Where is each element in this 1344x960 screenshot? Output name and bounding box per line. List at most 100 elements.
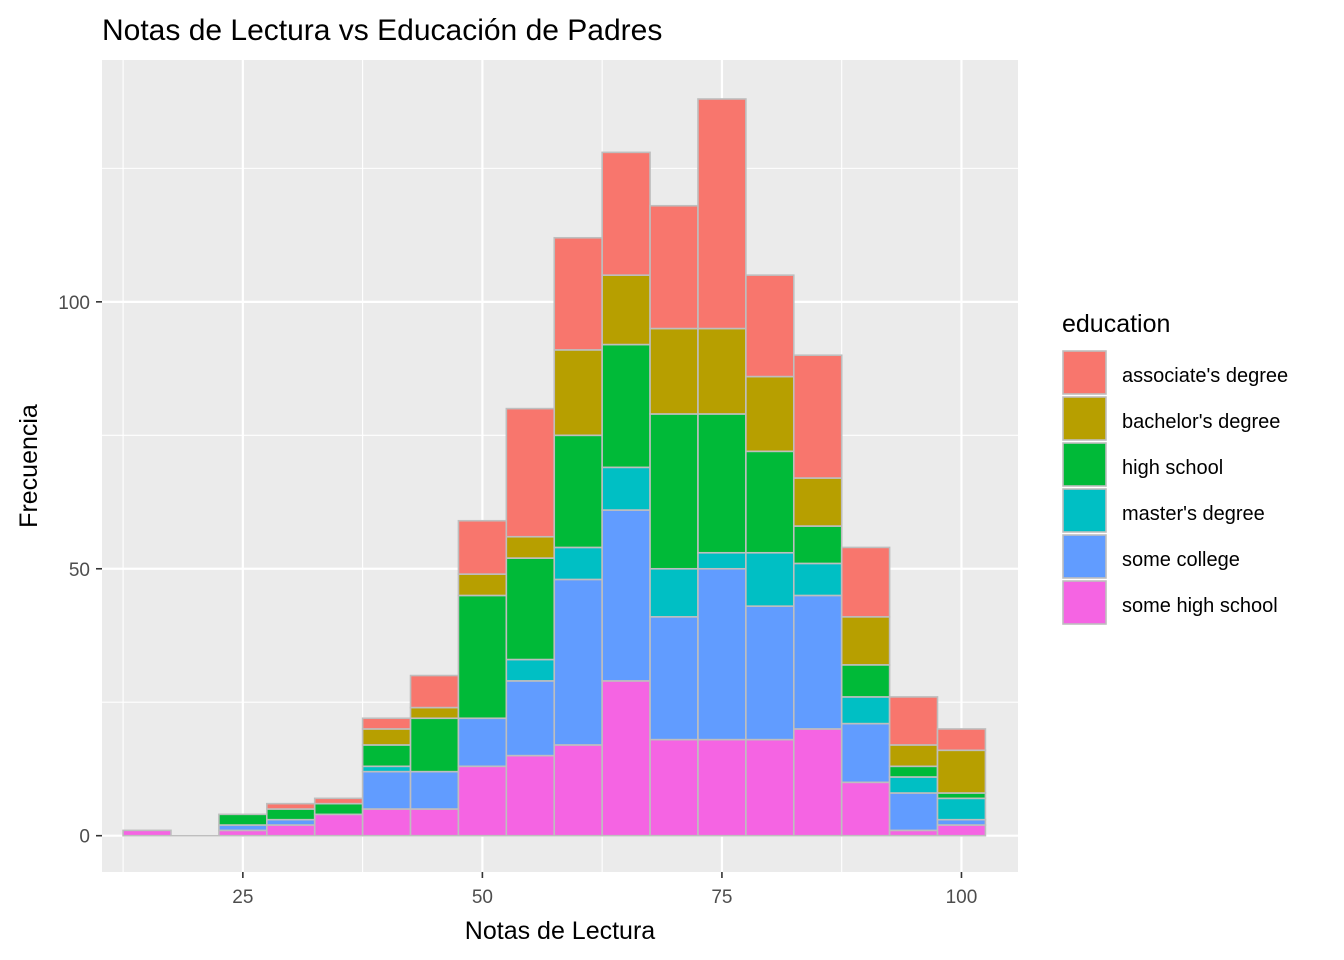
histogram-bar-segment bbox=[888, 776, 939, 794]
histogram-bar-segment bbox=[505, 557, 556, 661]
histogram-bar-segment bbox=[313, 813, 364, 837]
histogram-bar-segment bbox=[840, 664, 891, 698]
histogram-bar-segment bbox=[745, 605, 795, 741]
histogram-bar-segment bbox=[361, 744, 412, 768]
legend-key bbox=[1062, 488, 1107, 533]
histogram-bar-segment bbox=[505, 680, 556, 757]
x-tick-label: 50 bbox=[472, 887, 493, 908]
x-tick-label: 25 bbox=[232, 887, 253, 908]
histogram-bar-segment bbox=[266, 802, 316, 810]
histogram-bar-segment bbox=[409, 706, 460, 720]
x-tick-label: 100 bbox=[946, 887, 978, 908]
histogram-bar-segment bbox=[553, 744, 603, 837]
histogram-bar-segment bbox=[505, 658, 556, 682]
histogram-bar-segment bbox=[553, 236, 603, 351]
legend-title: education bbox=[1062, 310, 1170, 338]
histogram-bar-segment bbox=[601, 274, 651, 346]
y-tick-label: 50 bbox=[69, 560, 90, 581]
histogram-bar-segment bbox=[601, 680, 651, 837]
histogram-bar-segment bbox=[936, 749, 987, 794]
histogram-bar-segment bbox=[218, 829, 268, 837]
histogram-bar-segment bbox=[697, 738, 747, 837]
legend-key bbox=[1062, 396, 1107, 441]
histogram-bar-segment bbox=[266, 824, 316, 837]
histogram-bar-segment bbox=[697, 567, 747, 741]
histogram-bar-segment bbox=[361, 808, 412, 837]
histogram-bar-segment bbox=[649, 204, 699, 330]
histogram-bar-segment bbox=[218, 824, 268, 832]
histogram-bar-segment bbox=[792, 477, 843, 527]
histogram-bar-segment bbox=[409, 717, 460, 773]
legend: education associate's degree bachelor's d… bbox=[1062, 310, 1288, 625]
histogram-bar-segment bbox=[840, 546, 891, 618]
histogram-bar-segment bbox=[649, 567, 699, 618]
histogram-bar-segment bbox=[361, 728, 412, 746]
histogram-bar-segment bbox=[697, 551, 747, 570]
histogram-bar-segment bbox=[936, 818, 987, 826]
histogram-bar-segment bbox=[361, 717, 412, 730]
bars bbox=[122, 98, 987, 837]
histogram-bar-segment bbox=[936, 797, 987, 821]
histogram-bar-segment bbox=[553, 349, 603, 437]
histogram-bar-segment bbox=[266, 808, 316, 821]
histogram-bar-segment bbox=[936, 824, 987, 837]
y-tick-label: 0 bbox=[79, 827, 90, 848]
chart-title: Notas de Lectura vs Educación de Padres bbox=[102, 14, 662, 47]
histogram-bar-segment bbox=[745, 450, 795, 554]
legend-label: associate's degree bbox=[1122, 365, 1288, 387]
histogram-bar-segment bbox=[840, 781, 891, 837]
histogram-bar-segment bbox=[792, 594, 843, 730]
histogram-bar-segment bbox=[745, 274, 795, 378]
histogram-bar-segment bbox=[553, 546, 603, 581]
histogram-bar-segment bbox=[792, 525, 843, 565]
legend-key bbox=[1062, 442, 1107, 487]
histogram-bar-segment bbox=[888, 744, 939, 768]
histogram-bar-segment bbox=[745, 551, 795, 607]
histogram-bar-segment bbox=[888, 765, 939, 778]
histogram-bar-segment bbox=[313, 797, 364, 805]
legend-key bbox=[1062, 580, 1107, 625]
histogram-bar-segment bbox=[792, 728, 843, 837]
histogram-bar-segment bbox=[649, 413, 699, 570]
histogram-bar-segment bbox=[505, 407, 556, 538]
histogram-bar-segment bbox=[745, 738, 795, 837]
histogram-bar-segment bbox=[601, 151, 651, 276]
histogram-bar-segment bbox=[361, 765, 412, 773]
histogram-bar-segment bbox=[122, 829, 172, 837]
histogram-bar-segment bbox=[505, 535, 556, 559]
histogram-bar-segment bbox=[840, 722, 891, 784]
histogram-bar-segment bbox=[457, 519, 508, 575]
histogram-bar-segment bbox=[936, 728, 987, 752]
histogram-bar-segment bbox=[936, 792, 987, 800]
histogram-bar-segment bbox=[601, 343, 651, 469]
histogram-bar-segment bbox=[218, 813, 268, 826]
histogram-bar-segment bbox=[649, 616, 699, 741]
histogram-bar-segment bbox=[888, 792, 939, 832]
legend-label: bachelor's degree bbox=[1122, 411, 1280, 433]
histogram-bar-segment bbox=[505, 754, 556, 837]
y-axis-title: Frecuencia bbox=[15, 404, 43, 528]
histogram-bar-segment bbox=[745, 375, 795, 453]
histogram-bar-segment bbox=[313, 802, 364, 816]
histogram-bar-segment bbox=[553, 578, 603, 746]
histogram-bar-segment bbox=[553, 434, 603, 549]
y-axis: 0 50 100 bbox=[58, 293, 102, 848]
histogram-bar-segment bbox=[361, 770, 412, 810]
histogram-bar-segment bbox=[457, 717, 508, 768]
histogram-bar-segment bbox=[409, 770, 460, 810]
histogram-bar-segment bbox=[649, 738, 699, 837]
legend-key bbox=[1062, 534, 1107, 579]
legend-label: some college bbox=[1122, 549, 1240, 571]
y-tick-label: 100 bbox=[58, 293, 90, 314]
legend-key bbox=[1062, 350, 1107, 395]
histogram-bar-segment bbox=[649, 327, 699, 415]
histogram-bar-segment bbox=[601, 466, 651, 511]
histogram-bar-segment bbox=[409, 674, 460, 709]
legend-label: some high school bbox=[1122, 595, 1278, 617]
histogram-bar-segment bbox=[697, 327, 747, 415]
histogram-bar-segment bbox=[840, 616, 891, 666]
legend-label: master's degree bbox=[1122, 503, 1265, 525]
histogram-bar-segment bbox=[888, 696, 939, 746]
histogram-bar-segment bbox=[457, 573, 508, 597]
